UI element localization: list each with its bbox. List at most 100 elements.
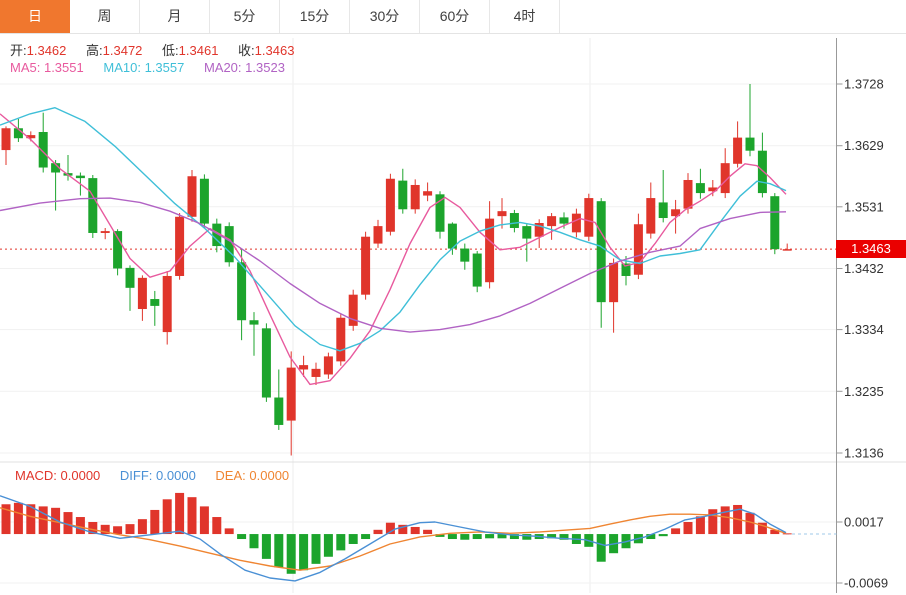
y-axis-label: 1.3235: [844, 384, 884, 399]
macd-bar: [113, 526, 123, 535]
macd-bar: [485, 534, 495, 539]
dea-value: 0.0000: [249, 468, 290, 483]
macd-bar: [348, 534, 358, 544]
macd-bar: [299, 534, 309, 571]
candle-body: [224, 226, 234, 263]
tab-month[interactable]: 月: [140, 0, 210, 33]
candle-body: [150, 299, 160, 306]
candle-body: [671, 209, 681, 217]
macd-bar: [175, 492, 185, 535]
candle-body: [547, 216, 557, 227]
macd-bar: [125, 524, 135, 535]
macd-bar: [745, 512, 755, 535]
macd-bar: [88, 522, 98, 535]
ma20-label: MA20:: [203, 60, 242, 75]
candle-body: [435, 194, 445, 232]
candle-body: [199, 178, 209, 224]
candle-body: [485, 218, 495, 283]
macd-bar: [423, 529, 433, 535]
macd-bar: [398, 524, 408, 535]
macd-bar: [274, 534, 284, 568]
candle-body: [757, 150, 767, 194]
candle-body: [633, 224, 643, 275]
candle-body: [38, 131, 48, 168]
tab-5min[interactable]: 5分: [210, 0, 280, 33]
macd-bar: [596, 534, 606, 562]
macd-bar: [224, 528, 234, 535]
candle-body: [75, 175, 85, 179]
candle-body: [113, 231, 123, 269]
candle-body: [361, 236, 371, 295]
ohlc-legend: 开:1.3462 高:1.3472 低:1.3461 收:1.3463: [10, 40, 310, 59]
candle-body: [683, 179, 693, 209]
macd-bar: [782, 533, 792, 535]
candle-body: [658, 202, 668, 219]
ma5-value: 1.3551: [43, 60, 84, 75]
tab-30min[interactable]: 30分: [350, 0, 420, 33]
ma20-value: 1.3523: [245, 60, 285, 75]
macd-bar: [497, 534, 507, 539]
y-axis-label: 1.3334: [844, 322, 884, 337]
y-axis-label: 1.3728: [844, 77, 884, 92]
macd-bar: [695, 516, 705, 535]
y-axis-label: 1.3629: [844, 138, 884, 153]
macd-bar: [385, 522, 395, 535]
period-tab-bar: 日 周 月 5分 15分 30分 60分 4时: [0, 0, 906, 34]
macd-bar: [361, 534, 371, 540]
tab-15min[interactable]: 15分: [280, 0, 350, 33]
macd-bar: [646, 534, 656, 540]
current-price-badge: 1.3463: [836, 240, 906, 258]
macd-bar: [522, 534, 532, 540]
ma-legend: MA5: 1.3551 MA10: 1.3557 MA20: 1.3523: [10, 60, 301, 75]
candle-body: [26, 135, 36, 139]
candle-body: [348, 294, 358, 326]
ma5-line: [0, 113, 787, 386]
candle-body: [695, 183, 705, 194]
macd-bar: [373, 529, 383, 535]
candle-body: [299, 365, 309, 370]
tab-60min[interactable]: 60分: [420, 0, 490, 33]
candle-body: [559, 217, 569, 224]
candle-body: [398, 180, 408, 210]
macd-bar: [671, 528, 681, 535]
macd-bar: [26, 504, 36, 535]
macd-value: 0.0000: [60, 468, 101, 483]
macd-bar: [137, 519, 147, 535]
tab-day[interactable]: 日: [0, 0, 70, 33]
macd-bar: [720, 506, 730, 535]
macd-bar: [212, 517, 222, 535]
candle-body: [249, 320, 259, 325]
candle-body: [497, 211, 507, 217]
ma10-label: MA10:: [103, 60, 141, 75]
macd-bar: [708, 509, 718, 535]
macd-bar: [410, 526, 420, 535]
ma5-label: MA5:: [10, 60, 41, 75]
macd-bar: [323, 534, 333, 557]
macd-bar: [509, 534, 519, 540]
close-value: 1.3463: [254, 43, 295, 58]
tab-4hour[interactable]: 4时: [490, 0, 560, 33]
diff-value: 0.0000: [156, 468, 196, 483]
macd-bar: [237, 534, 247, 540]
macd-bar: [162, 499, 172, 535]
candle-body: [584, 198, 594, 237]
low-label: 低:: [162, 43, 179, 58]
macd-axis-label: -0.0069: [844, 576, 888, 591]
macd-bar: [757, 522, 767, 535]
diff-label: DIFF:: [119, 468, 153, 483]
candle-body: [51, 163, 61, 173]
candle-body: [646, 198, 656, 234]
candle-body: [212, 223, 222, 247]
candle-body: [373, 226, 383, 244]
macd-bar: [100, 524, 110, 535]
macd-bar: [286, 534, 296, 574]
candle-body: [571, 213, 581, 233]
macd-bar: [38, 506, 48, 535]
candle-body: [621, 263, 631, 276]
high-value: 1.3472: [102, 43, 143, 58]
candle-body: [522, 226, 532, 239]
candle-body: [311, 368, 321, 377]
candle-body: [323, 356, 333, 375]
tab-week[interactable]: 周: [70, 0, 140, 33]
